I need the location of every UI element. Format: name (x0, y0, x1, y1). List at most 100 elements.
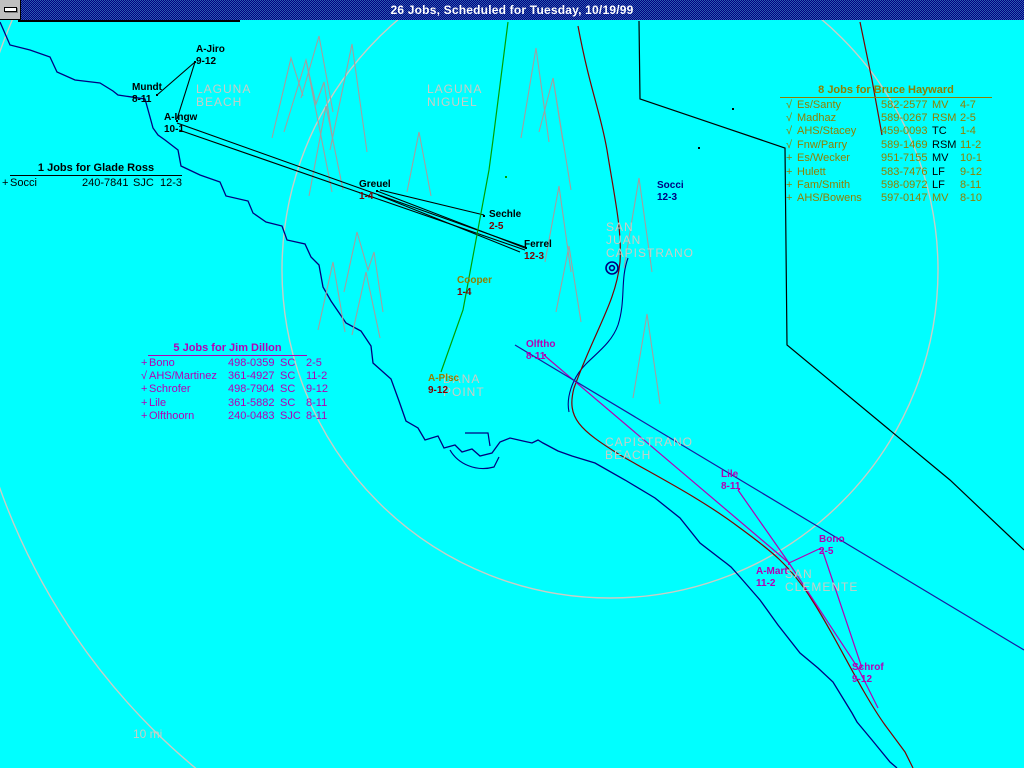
place-label-laguna-niguel: LAGUNA NIGUEL (427, 82, 483, 109)
map-job-label-a-jiro[interactable]: A-Jiro 9-12 (196, 44, 225, 68)
coastline (0, 21, 898, 768)
map-job-label-a-ingw[interactable]: A-Ingw 10-1 (164, 112, 197, 136)
job-name: Lile (721, 469, 739, 480)
map-job-label-ferrel[interactable]: Ferrel 12-3 (524, 239, 552, 263)
job-name: Bono (819, 534, 845, 545)
route-line-green (440, 21, 509, 373)
mountain-icons (271, 35, 661, 405)
job-list-bruce-hayward: 8 Jobs for Bruce Hayward √ Es/Santy 582-257… (780, 84, 994, 205)
route-line-navy (514, 344, 1024, 651)
job-row-ahs-stacey[interactable]: √ AHS/Stacey 459-0093 TC 1-4 (786, 125, 994, 138)
job-mark: √ (786, 125, 793, 138)
job-name: A-Ingw (164, 112, 198, 123)
job-name: Fnw/Parry (797, 138, 848, 151)
job-city-code: LF (932, 179, 945, 192)
system-menu-button[interactable] (0, 0, 21, 20)
job-row-schrofer[interactable]: + Schrofer 498-7904 SC 9-12 (141, 383, 338, 396)
job-city-code: SC (280, 396, 296, 409)
job-list-glade-ross: 1 Jobs for Glade Ross + Socci 240-7841 SJC 12… (2, 162, 190, 189)
job-name: A-Plsc (428, 373, 460, 384)
job-row-fam-smith[interactable]: + Fam/Smith 598-0972 LF 8-11 (786, 178, 994, 191)
map-job-label-lile[interactable]: Lile 8-11 (721, 469, 740, 493)
map-job-label-greuel[interactable]: Greuel 1-4 (359, 179, 391, 203)
job-row-fnw-parry[interactable]: √ Fnw/Parry 589-1469 RSM 11-2 (786, 138, 994, 151)
map-job-label-socci[interactable]: Socci 12-3 (657, 180, 684, 204)
route-lines-black (156, 61, 526, 253)
map-job-label-a-mart[interactable]: A-Mart 11-2 (756, 566, 788, 590)
job-time-window: 10-1 (960, 152, 983, 165)
job-time-window: 12-3 (160, 176, 183, 189)
place-label-san-juan-capistrano: SAN JUAN CAPISTRANO (606, 220, 695, 260)
job-mark: + (786, 192, 793, 205)
job-time-window: 1-4 (457, 287, 472, 298)
job-row-es-santy[interactable]: √ Es/Santy 582-2577 MV 4-7 (786, 98, 994, 111)
job-time-window: 1-4 (960, 125, 976, 138)
job-time-window: 12-3 (657, 192, 678, 203)
job-name: Mundt (132, 82, 162, 93)
job-name: Lile (149, 396, 167, 409)
job-phone: 589-1469 (881, 138, 928, 151)
job-mark: + (786, 165, 793, 178)
job-time-window: 10-1 (164, 124, 185, 135)
job-mark: + (141, 396, 148, 409)
job-phone: 459-0093 (881, 125, 928, 138)
job-row-lile[interactable]: + Lile 361-5882 SC 8-11 (141, 396, 338, 409)
job-time-window: 9-12 (196, 56, 217, 67)
map-job-label-bono[interactable]: Bono 2-5 (819, 534, 845, 558)
job-time-window: 9-12 (428, 385, 449, 396)
job-phone: 589-0267 (881, 112, 928, 125)
job-mark: + (2, 176, 9, 189)
place-label-san-clemente: SAN CLEMENTE (785, 567, 859, 594)
job-name: Olftho (526, 339, 556, 350)
job-row-ahs-bowens[interactable]: + AHS/Bowens 597-0147 MV 8-10 (786, 192, 994, 205)
job-mark: √ (786, 138, 793, 151)
job-name: Es/Wecker (797, 152, 850, 165)
job-time-window: 8-10 (960, 192, 983, 205)
job-row-madhaz[interactable]: √ Madhaz 589-0267 RSM 2-5 (786, 111, 994, 124)
map-job-label-cooper[interactable]: Cooper 1-4 (457, 275, 492, 299)
job-name: Socci (10, 176, 37, 189)
job-mark: + (141, 356, 148, 369)
map-job-label-a-plsc[interactable]: A-Plsc 9-12 (428, 373, 459, 397)
map-job-label-schrof[interactable]: Schrof 9-12 (852, 662, 884, 686)
job-mark: √ (786, 112, 793, 125)
harbor-jetty (449, 432, 500, 470)
job-name: Ferrel (524, 239, 552, 250)
window-title: 26 Jobs, Scheduled for Tuesday, 10/19/99 (390, 3, 634, 17)
job-time-window: 4-7 (960, 98, 976, 111)
job-phone: 498-7904 (228, 383, 275, 396)
job-time-window: 8-11 (306, 396, 328, 409)
job-name: A-Mart (756, 566, 788, 577)
job-city-code: SJC (280, 410, 301, 423)
job-name: Madhaz (797, 112, 837, 125)
job-time-window: 8-11 (960, 179, 982, 192)
job-row-bono[interactable]: + Bono 498-0359 SC 2-5 (141, 356, 338, 369)
job-row-es-wecker[interactable]: + Es/Wecker 951-7155 MV 10-1 (786, 152, 994, 165)
job-name: AHS/Martinez (149, 370, 217, 383)
job-city-code: SC (280, 383, 296, 396)
job-phone: 582-2577 (881, 98, 928, 111)
job-time-window: 11-2 (306, 370, 328, 383)
range-ring-5mi (281, 0, 939, 599)
job-row-ahs-martinez[interactable]: √ AHS/Martinez 361-4927 SC 11-2 (141, 369, 338, 382)
job-name: Bono (149, 356, 175, 369)
job-list-jim-dillon: 5 Jobs for Jim Dillon + Bono 498-0359 SC 2-5 √… (141, 342, 338, 423)
map-job-label-olftho[interactable]: Olftho 8-11 (526, 339, 555, 363)
job-name: A-Jiro (196, 44, 225, 55)
boundary-line (638, 20, 1024, 551)
job-name: AHS/Stacey (797, 125, 857, 138)
map-job-label-sechle[interactable]: Sechle 2-5 (489, 209, 521, 233)
job-time-window: 2-5 (960, 112, 976, 125)
job-row-hulett[interactable]: + Hulett 583-7476 LF 9-12 (786, 165, 994, 178)
place-label-capistrano-beach: CAPISTRANO BEACH (605, 435, 694, 462)
job-row-olfthoorn[interactable]: + Olfthoorn 240-0483 SJC 8-11 (141, 410, 338, 423)
job-phone: 597-0147 (881, 192, 928, 205)
job-row-socci[interactable]: + Socci 240-7841 SJC 12-3 (2, 176, 190, 189)
job-time-window: 11-2 (960, 138, 982, 151)
job-phone: 498-0359 (228, 356, 275, 369)
job-mark: + (141, 410, 148, 423)
map-job-label-mundt[interactable]: Mundt 8-11 (132, 82, 162, 106)
job-phone: 951-7155 (881, 152, 928, 165)
